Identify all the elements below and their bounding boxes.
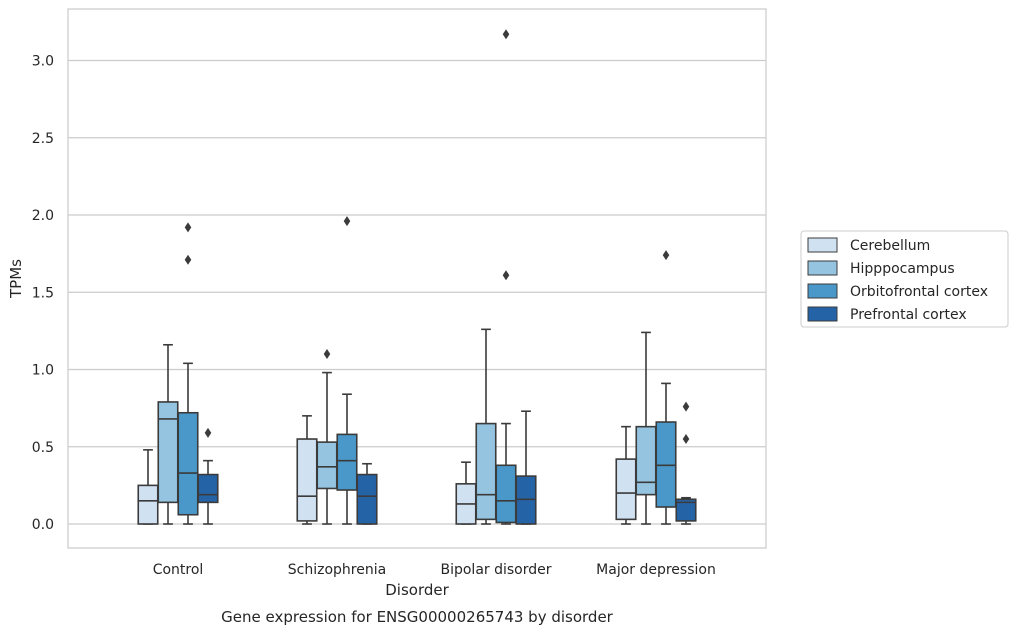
x-tick-label: Schizophrenia <box>288 562 386 578</box>
box-cerebellum <box>296 415 318 525</box>
box-orbitofrontal-cortex <box>655 250 677 525</box>
x-tick-label: Control <box>153 562 204 578</box>
box-hipppocampus <box>635 331 657 525</box>
legend-label: Orbitofrontal cortex <box>850 284 988 300</box>
y-tick-label: 2.0 <box>32 208 54 224</box>
box-cerebellum <box>455 461 477 525</box>
y-axis-label: TPMs <box>7 259 25 299</box>
box-orbitofrontal-cortex <box>177 222 199 525</box>
legend-swatch <box>807 237 838 253</box>
box-iqr <box>475 422 497 521</box>
box-iqr <box>177 411 199 516</box>
legend-label: Cerebellum <box>850 238 930 254</box>
y-tick-label: 0.5 <box>32 440 54 456</box>
legend-frame <box>800 230 1009 328</box>
box-hipppocampus <box>316 349 338 525</box>
y-tick-label: 1.5 <box>32 285 54 301</box>
plot-frame <box>67 8 767 549</box>
x-tick-label: Bipolar disorder <box>440 562 551 578</box>
box-orbitofrontal-cortex <box>495 29 517 525</box>
outlier-point <box>502 270 510 281</box>
legend-swatch <box>807 306 838 322</box>
legend-swatch <box>807 283 838 299</box>
legend: Cerebellum Hipppocampus Orbitofrontal cort… <box>800 230 1009 328</box>
y-tick-label: 2.5 <box>32 131 54 147</box>
box-iqr <box>675 498 697 522</box>
outlier-point <box>204 427 212 438</box>
outlier-point <box>682 401 690 412</box>
box-prefrontal-cortex <box>356 462 378 525</box>
box-iqr <box>157 401 179 504</box>
box-prefrontal-cortex <box>515 410 537 525</box>
box-cerebellum <box>137 449 159 525</box>
y-tick-label: 1.0 <box>32 363 54 379</box>
box-iqr <box>356 473 378 525</box>
box-hipppocampus <box>475 328 497 525</box>
box-iqr <box>197 473 219 504</box>
box-iqr <box>316 441 338 490</box>
box-series <box>137 29 697 525</box>
outlier-point <box>343 216 351 227</box>
y-tick-label: 0.0 <box>32 517 54 533</box>
outlier-point <box>662 250 670 261</box>
y-tick-label: 3.0 <box>32 54 54 70</box>
y-axis-ticks: 0.0 0.5 1.0 1.5 2.0 2.5 3.0 <box>32 54 54 534</box>
x-axis-label: Disorder <box>385 581 449 599</box>
outlier-point <box>184 254 192 265</box>
legend-label: Hipppocampus <box>850 261 955 277</box>
box-iqr <box>296 438 318 522</box>
box-prefrontal-cortex <box>675 401 697 525</box>
outlier-point <box>682 434 690 445</box>
outlier-point <box>323 349 331 360</box>
box-iqr <box>137 484 159 525</box>
box-iqr <box>635 425 657 496</box>
box-cerebellum <box>615 425 637 525</box>
outlier-point <box>502 29 510 40</box>
legend-swatch <box>807 260 838 276</box>
box-orbitofrontal-cortex <box>336 216 358 525</box>
box-hipppocampus <box>157 343 179 525</box>
box-iqr <box>336 433 358 491</box>
outlier-point <box>184 222 192 233</box>
box-iqr <box>615 458 637 521</box>
box-iqr <box>495 464 517 524</box>
box-prefrontal-cortex <box>197 427 219 525</box>
x-axis-ticks: Control Schizophrenia Bipolar disorder Majo… <box>153 562 716 578</box>
x-tick-label: Major depression <box>596 562 716 578</box>
chart-caption: Gene expression for ENSG00000265743 by d… <box>221 608 614 626</box>
legend-label: Prefrontal cortex <box>850 307 967 323</box>
